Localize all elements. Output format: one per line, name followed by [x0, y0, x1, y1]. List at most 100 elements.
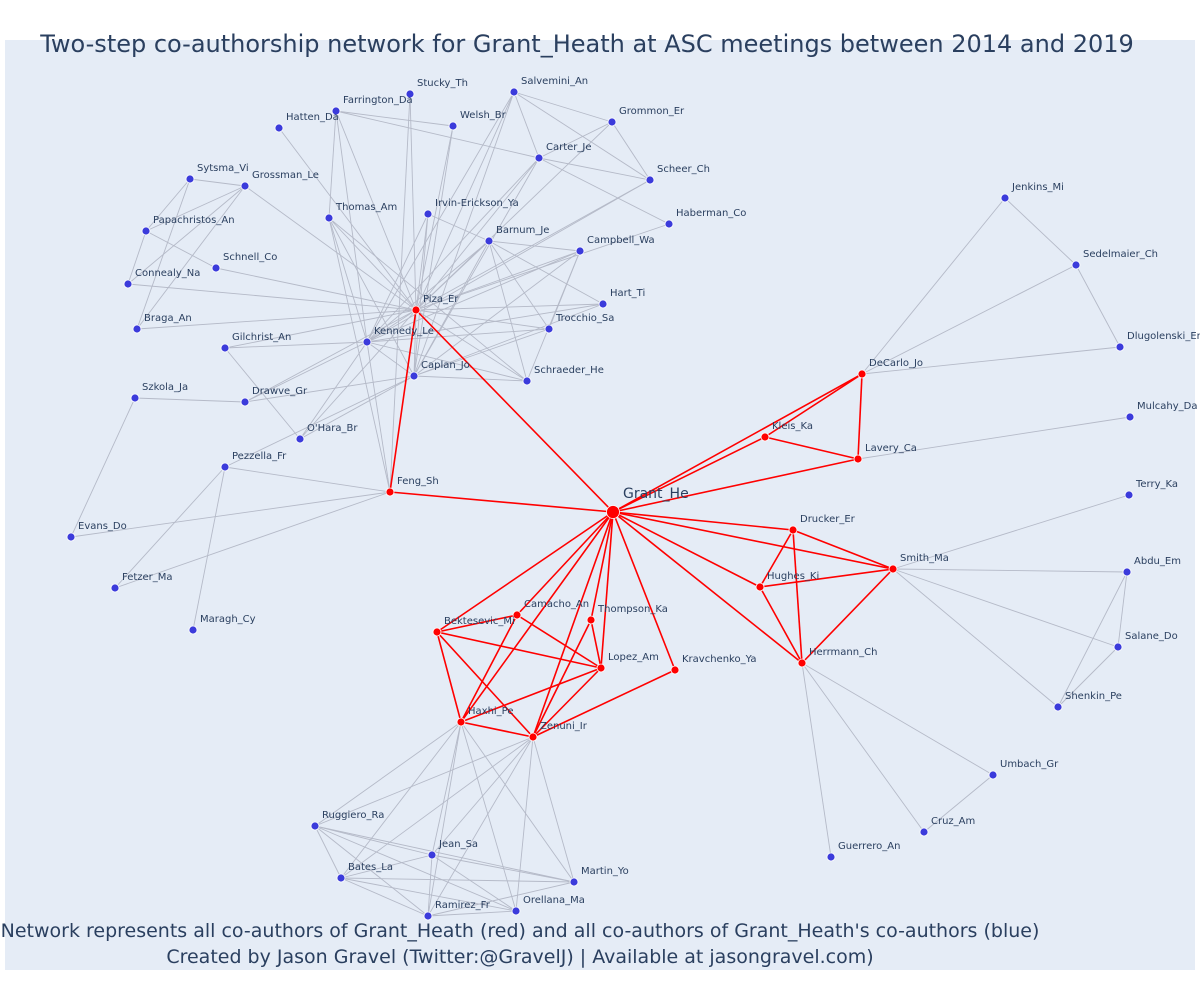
blue-edge-grossman-le-sytsma-vi — [189, 178, 246, 187]
node-jean-sa[interactable] — [427, 850, 437, 860]
chart-title: Two-step co-authorship network for Grant… — [40, 30, 1134, 58]
node-haberman-co[interactable] — [664, 219, 674, 229]
node-label-thompson-ka: Thompson_Ka — [597, 604, 668, 615]
node-martin-yo[interactable] — [569, 877, 579, 887]
node-schraeder-he[interactable] — [522, 376, 532, 386]
node-farrington-da[interactable] — [331, 106, 341, 116]
node-ramirez-fr[interactable] — [423, 911, 433, 921]
node-papachristos-an[interactable] — [141, 226, 151, 236]
blue-edge-thomas-am-caplan-jo — [328, 217, 415, 377]
red-edge-thompson-ka-lopez-am — [590, 619, 602, 669]
node-cruz-am[interactable] — [919, 827, 929, 837]
node-gilchrist-an[interactable] — [220, 343, 230, 353]
blue-edge-zenuni-ir-martin-yo — [532, 736, 575, 883]
node-label-camacho-an: Camacho_An — [524, 599, 589, 610]
node-zenuni-ir[interactable] — [528, 732, 538, 742]
node-umbach-gr[interactable] — [988, 770, 998, 780]
node-braga-an[interactable] — [132, 324, 142, 334]
node-haxhi-pe[interactable] — [456, 717, 466, 727]
node-kennedy-le[interactable] — [362, 337, 372, 347]
node-piza-er[interactable] — [411, 305, 421, 315]
node-schnell-co[interactable] — [211, 263, 221, 273]
red-edge-kravchenko-ya-zenuni-ir — [532, 669, 676, 738]
node-bektesevic-mi[interactable] — [432, 627, 442, 637]
node-kravchenko-ya[interactable] — [670, 665, 680, 675]
node-terry-ka[interactable] — [1124, 490, 1134, 500]
node-lavery-ca[interactable] — [853, 454, 863, 464]
node-jenkins-mi[interactable] — [1000, 193, 1010, 203]
blue-edge-piza-er-farrington-da — [335, 110, 417, 311]
node-kleis-ka[interactable] — [760, 432, 770, 442]
node-pezzella-fr[interactable] — [220, 462, 230, 472]
node-drawve-gr[interactable] — [240, 397, 250, 407]
node-campbell-wa[interactable] — [575, 246, 585, 256]
node-connealy-na[interactable] — [123, 279, 133, 289]
node-label-pezzella-fr: Pezzella_Fr — [232, 451, 287, 462]
node-fetzer-ma[interactable] — [110, 583, 120, 593]
node-evans-do[interactable] — [66, 532, 76, 542]
blue-edge-piza-er-barnum-je — [415, 240, 490, 311]
node-welsh-br[interactable] — [448, 121, 458, 131]
node-lopez-am[interactable] — [596, 663, 606, 673]
node-label-thomas-am: Thomas_Am — [335, 202, 397, 213]
node-irvin-erickson-ya[interactable] — [423, 209, 433, 219]
node-drucker-er[interactable] — [788, 525, 798, 535]
node-salane-do[interactable] — [1113, 642, 1123, 652]
node-herrmann-ch[interactable] — [797, 658, 807, 668]
blue-edge-piza-er-gilchrist-an — [224, 309, 417, 349]
node-label-zenuni-ir: Zenuni_Ir — [540, 721, 588, 732]
blue-edge-salvemini-an-kennedy-le — [366, 91, 515, 343]
node-barnum-je[interactable] — [484, 236, 494, 246]
node-sedelmaier-ch[interactable] — [1071, 260, 1081, 270]
blue-edge-kennedy-le-o-hara-br — [299, 341, 368, 440]
node-hatten-da[interactable] — [274, 123, 284, 133]
node-maragh-cy[interactable] — [188, 625, 198, 635]
red-edge-decarlo-jo-lavery-ca — [857, 373, 863, 460]
blue-edge-salane-do-shenkin-pe — [1057, 646, 1119, 708]
node-label-salane-do: Salane_Do — [1125, 631, 1178, 642]
blue-edge-zenuni-ir-ramirez-fr — [427, 736, 534, 917]
blue-edge-irvin-erickson-ya-kennedy-le — [366, 213, 429, 343]
node-thompson-ka[interactable] — [586, 615, 596, 625]
node-scheer-ch[interactable] — [645, 175, 655, 185]
blue-edge-haxhi-pe-bates-la — [340, 721, 462, 879]
node-label-maragh-cy: Maragh_Cy — [200, 614, 256, 625]
blue-edge-piza-er-kennedy-le — [366, 309, 417, 343]
red-edge-bektesevic-mi-zenuni-ir — [436, 631, 534, 738]
node-caplan-jo[interactable] — [409, 371, 419, 381]
node-grant-he[interactable] — [606, 505, 620, 519]
blue-edge-kennedy-le-trocchio-sa — [366, 328, 550, 343]
node-hart-ti[interactable] — [598, 299, 608, 309]
node-orellana-ma[interactable] — [511, 906, 521, 916]
node-trocchio-sa[interactable] — [544, 324, 554, 334]
node-o-hara-br[interactable] — [295, 434, 305, 444]
node-label-drawve-gr: Drawve_Gr — [252, 386, 308, 397]
node-grommon-er[interactable] — [607, 117, 617, 127]
node-label-grant-he: Grant_He — [623, 486, 689, 502]
node-guerrero-an[interactable] — [826, 852, 836, 862]
node-decarlo-jo[interactable] — [857, 369, 867, 379]
node-salvemini-an[interactable] — [509, 87, 519, 97]
node-abdu-em[interactable] — [1122, 567, 1132, 577]
node-sytsma-vi[interactable] — [185, 174, 195, 184]
node-shenkin-pe[interactable] — [1053, 702, 1063, 712]
node-label-papachristos-an: Papachristos_An — [153, 215, 235, 226]
node-smith-ma[interactable] — [888, 564, 898, 574]
red-edge-grant-he-bektesevic-mi — [436, 511, 614, 633]
node-mulcahy-da[interactable] — [1125, 412, 1135, 422]
node-stucky-th[interactable] — [405, 89, 415, 99]
node-carter-je[interactable] — [534, 153, 544, 163]
node-thomas-am[interactable] — [324, 213, 334, 223]
blue-edge-campbell-wa-schraeder-he — [526, 250, 581, 382]
blue-edge-martin-yo-ramirez-fr — [427, 881, 575, 917]
node-bates-la[interactable] — [336, 873, 346, 883]
node-ruggiero-ra[interactable] — [310, 821, 320, 831]
node-camacho-an[interactable] — [512, 610, 522, 620]
node-dlugolenski-er[interactable] — [1115, 342, 1125, 352]
node-szkola-ja[interactable] — [130, 393, 140, 403]
node-hughes-ki[interactable] — [755, 582, 765, 592]
node-feng-sh[interactable] — [385, 487, 395, 497]
blue-edge-herrmann-ch-umbach-gr — [801, 662, 994, 776]
node-grossman-le[interactable] — [240, 181, 250, 191]
